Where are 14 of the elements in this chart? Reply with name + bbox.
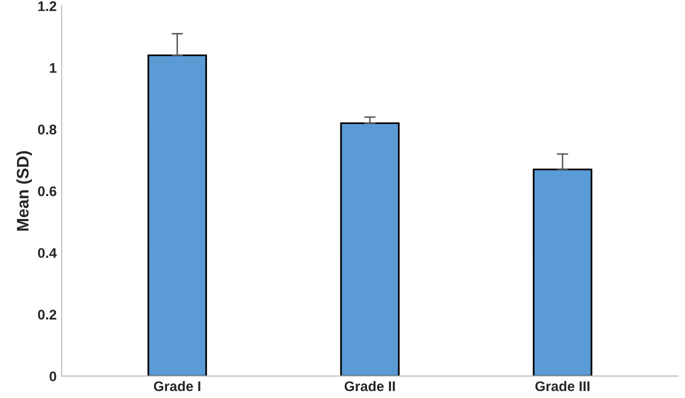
- x-tick-label: Grade II: [344, 380, 395, 392]
- bar: [340, 122, 400, 376]
- x-tick-label: Grade III: [535, 380, 590, 392]
- y-tick-label: 0: [50, 371, 56, 382]
- y-tick-label: 1: [50, 63, 56, 73]
- x-tick-label: Grade I: [154, 380, 200, 392]
- bar: [148, 54, 207, 376]
- y-tick-label: 0.2: [38, 310, 56, 320]
- y-tick-label: 1.2: [38, 1, 56, 12]
- bar: [532, 168, 592, 376]
- y-axis-title: Mean (SD): [16, 151, 32, 231]
- y-tick-label: 0.4: [38, 248, 57, 258]
- y-tick-label: 0.8: [38, 124, 56, 135]
- y-tick-label: 0.6: [38, 186, 56, 196]
